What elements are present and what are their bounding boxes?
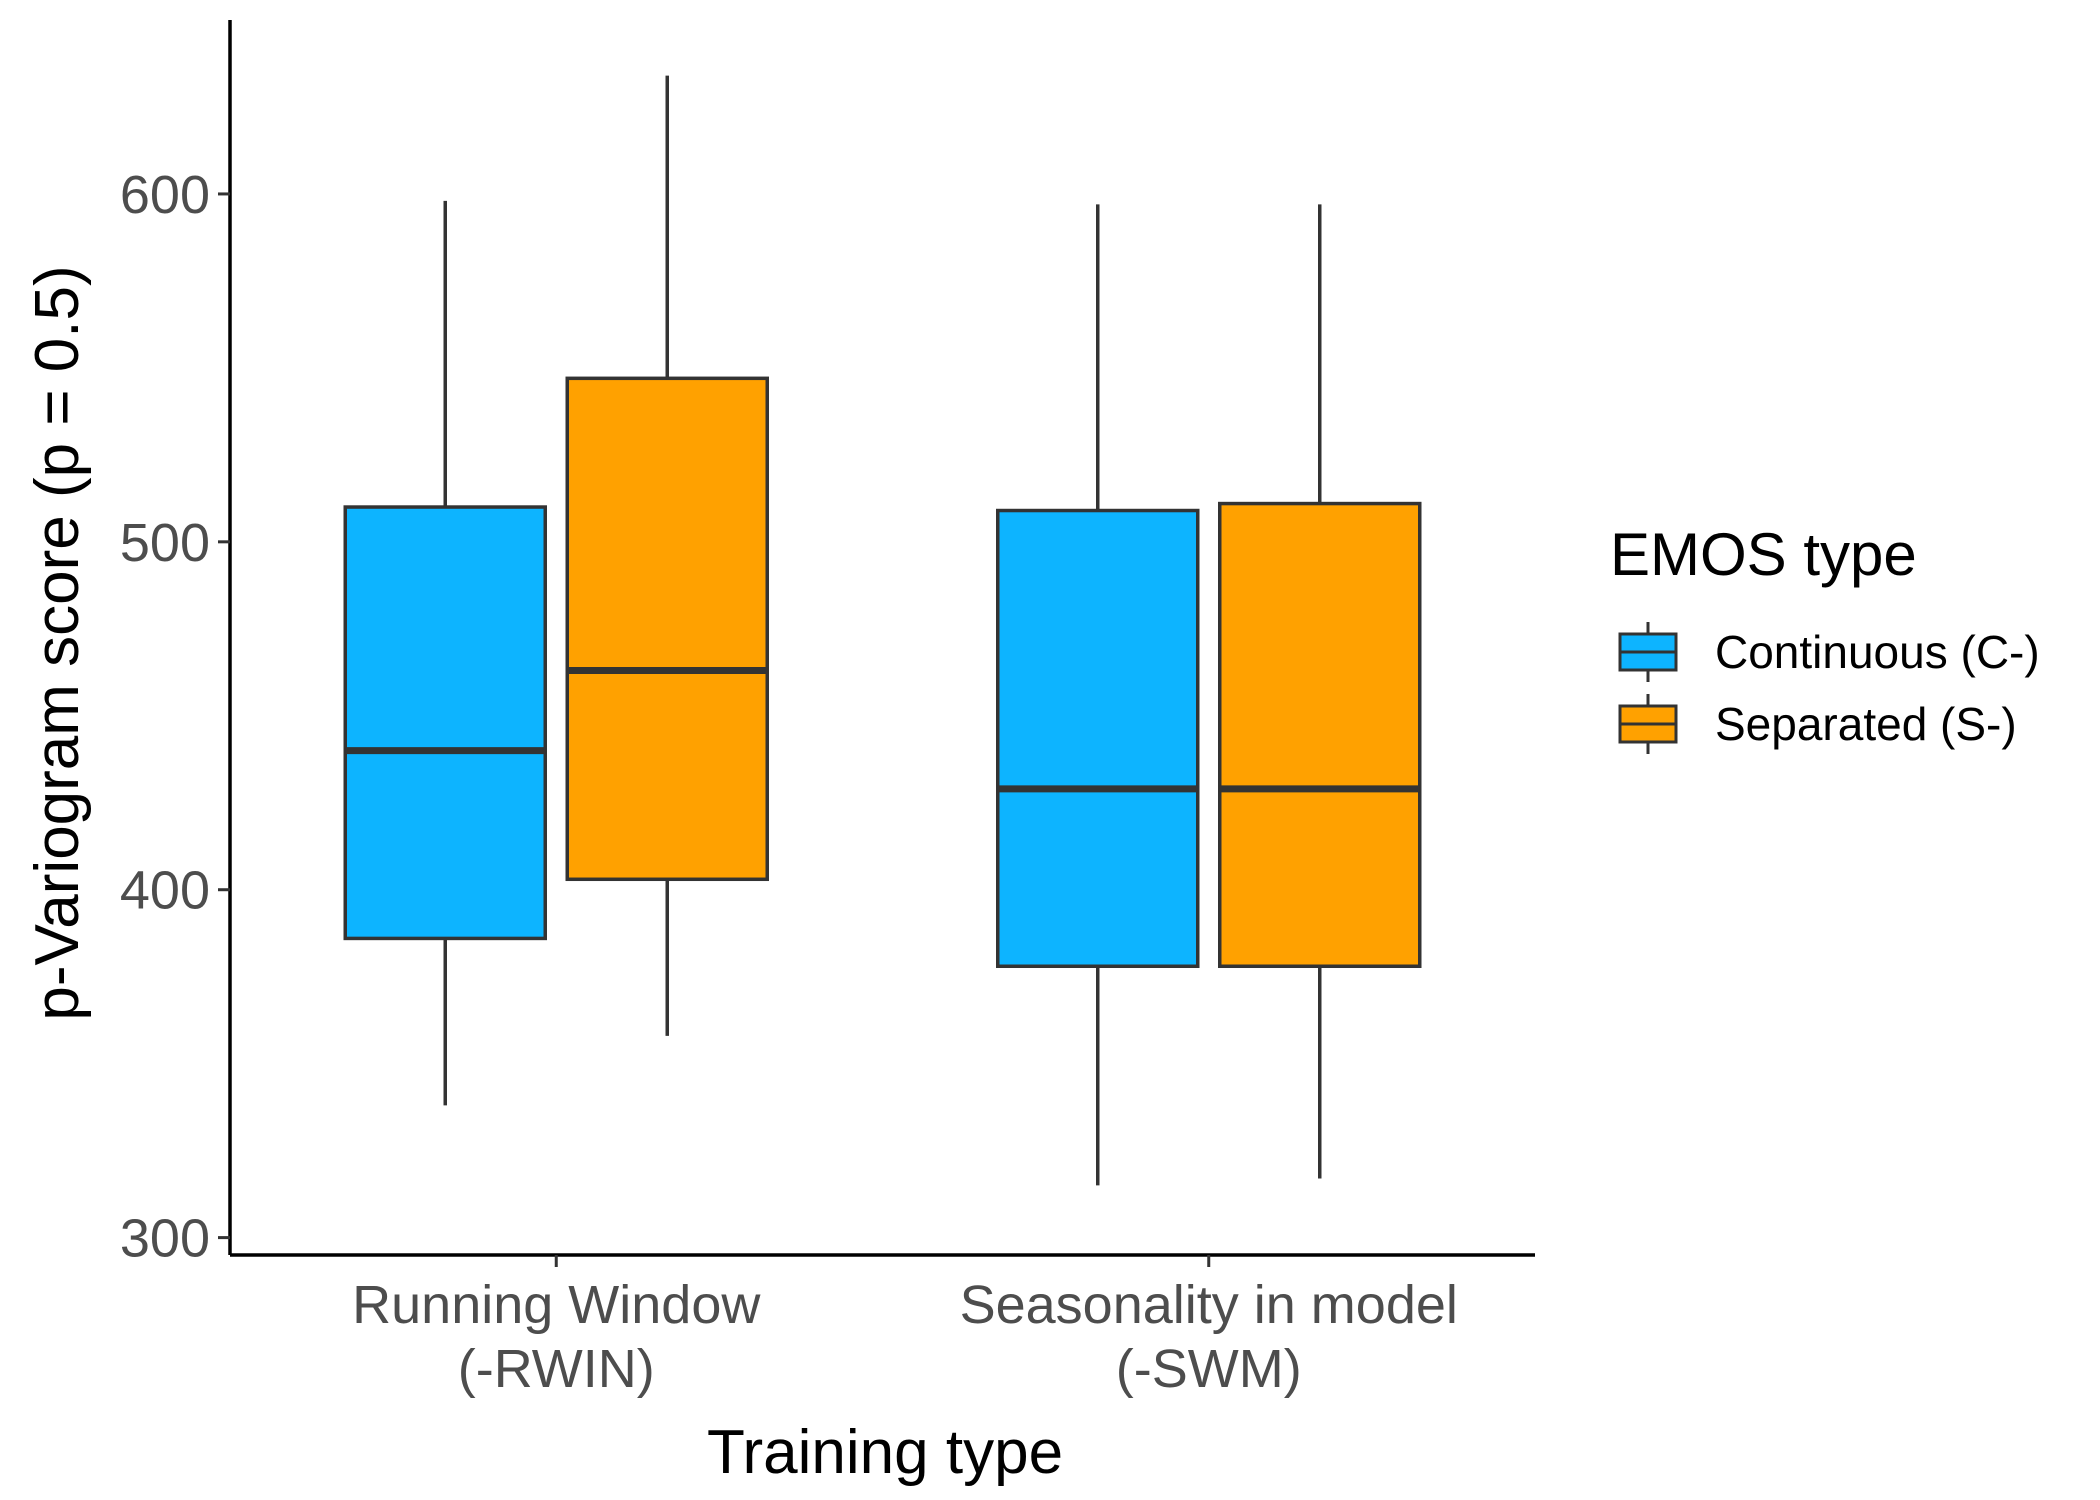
y-axis-title: p-Variogram score (p = 0.5) <box>23 265 92 1020</box>
x-axis-title: Training type <box>707 1418 1063 1487</box>
plot-area <box>343 75 1422 1186</box>
y-tick-label: 400 <box>120 861 210 921</box>
box-body <box>343 505 547 941</box>
y-tick-label: 600 <box>120 165 210 225</box>
box-continuous-0 <box>343 200 547 1106</box>
legend-label: Continuous (C-) <box>1715 626 2040 678</box>
legend-item-continuous: Continuous (C-) <box>1618 622 2040 682</box>
legend-item-separated: Separated (S-) <box>1618 694 2017 754</box>
legend-title: EMOS type <box>1610 521 1917 588</box>
legend: EMOS type Continuous (C-) Separated (S-) <box>1610 521 2040 754</box>
axes: 300 400 500 600 Running Window(-RWIN) Seasona… <box>120 20 1535 1399</box>
y-tick-label: 300 <box>120 1209 210 1269</box>
legend-items: Continuous (C-) Separated (S-) <box>1618 622 2040 754</box>
x-tick-label: Seasonality in model <box>960 1275 1458 1335</box>
box-separated-0 <box>565 75 769 1036</box>
box-body <box>1218 501 1422 969</box>
box-body <box>996 508 1200 969</box>
box-body <box>565 376 769 882</box>
y-tick-label: 500 <box>120 513 210 573</box>
x-tick-label: Running Window <box>352 1275 761 1335</box>
box-continuous-1 <box>996 204 1200 1186</box>
box-separated-1 <box>1218 204 1422 1179</box>
x-tick-label: (-SWM) <box>1116 1339 1302 1399</box>
legend-label: Separated (S-) <box>1715 698 2017 750</box>
x-tick-label: (-RWIN) <box>458 1339 655 1399</box>
